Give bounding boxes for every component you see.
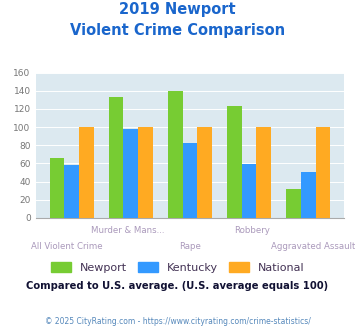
Bar — [286, 189, 301, 218]
Text: Murder & Mans...: Murder & Mans... — [91, 226, 165, 235]
Bar — [316, 127, 330, 218]
Legend: Newport, Kentucky, National: Newport, Kentucky, National — [46, 258, 309, 278]
Text: Robbery: Robbery — [234, 226, 270, 235]
Text: Rape: Rape — [179, 242, 201, 250]
Bar — [124, 129, 138, 218]
Bar — [301, 172, 316, 218]
Text: All Violent Crime: All Violent Crime — [31, 242, 102, 250]
Text: Aggravated Assault: Aggravated Assault — [271, 242, 355, 250]
Bar — [197, 127, 212, 218]
Bar — [64, 165, 79, 218]
Bar — [109, 97, 124, 218]
Bar — [50, 158, 64, 218]
Bar — [182, 143, 197, 218]
Bar — [79, 127, 94, 218]
Bar — [227, 106, 242, 218]
Bar — [256, 127, 271, 218]
Bar — [242, 164, 256, 218]
Text: 2019 Newport: 2019 Newport — [119, 2, 236, 16]
Text: Compared to U.S. average. (U.S. average equals 100): Compared to U.S. average. (U.S. average … — [26, 281, 329, 291]
Text: © 2025 CityRating.com - https://www.cityrating.com/crime-statistics/: © 2025 CityRating.com - https://www.city… — [45, 317, 310, 326]
Bar — [138, 127, 153, 218]
Text: Violent Crime Comparison: Violent Crime Comparison — [70, 23, 285, 38]
Bar — [168, 91, 182, 218]
